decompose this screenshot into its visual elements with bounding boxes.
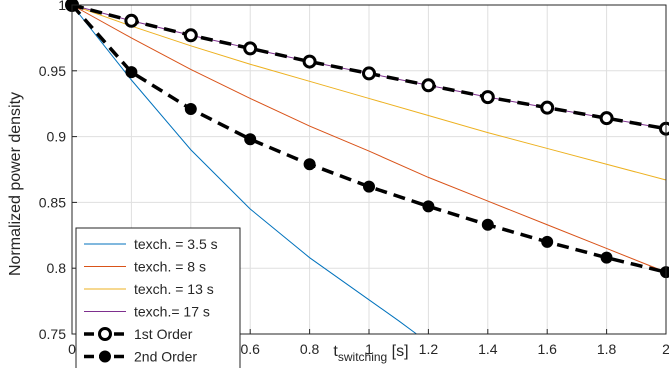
x-axis-label-unit: [s] <box>387 343 408 360</box>
legend-label-2: texch. = 13 s <box>134 281 214 297</box>
series-point-4 <box>540 100 555 115</box>
y-tick-label: 0.8 <box>47 260 67 276</box>
legend: texch. = 3.5 s texch. = 8 s texch. = 13 s t… <box>75 227 241 368</box>
series-point-5 <box>363 180 375 193</box>
legend-label-0: texch. = 3.5 s <box>134 236 218 252</box>
legend-box <box>75 227 241 368</box>
x-tick-label: 2 <box>662 341 669 357</box>
legend-label-4: 1st Order <box>134 326 193 342</box>
series-point-5 <box>481 218 494 231</box>
series-point-5 <box>244 133 257 146</box>
x-axis-label-main: t <box>333 343 338 360</box>
x-tick-label: 0.8 <box>300 341 320 357</box>
series-point-4 <box>183 28 198 43</box>
legend-marker-4 <box>98 327 112 341</box>
x-tick-label: 1.4 <box>478 341 498 357</box>
series-point-5 <box>660 266 669 279</box>
y-axis-label: Normalized power density <box>7 92 24 276</box>
x-axis-label-subscript: switching <box>338 350 387 364</box>
x-tick-label: 1.6 <box>537 341 557 357</box>
series-point-4 <box>362 66 376 81</box>
legend-label-5: 2nd Order <box>134 349 197 365</box>
series-point-4 <box>599 111 614 126</box>
y-tick-label: 0.95 <box>39 63 66 79</box>
series-line-0 <box>71 4 417 335</box>
x-tick-label: 1.2 <box>419 341 439 357</box>
series-line-1 <box>71 4 667 273</box>
x-tick-label: 0 <box>68 341 76 357</box>
y-tick-label: 0.9 <box>47 129 67 145</box>
y-tick-label: 1 <box>58 0 66 13</box>
x-tick-label: 0.6 <box>240 341 260 357</box>
series-point-5 <box>303 158 316 171</box>
series-line-2 <box>71 4 667 181</box>
x-tick-label: 1 <box>365 341 373 357</box>
series-point-4 <box>659 121 669 136</box>
series-point-4 <box>480 90 495 105</box>
legend-label-3: texch.= 17 s <box>134 304 210 320</box>
series-point-5 <box>600 251 613 264</box>
series-point-4 <box>302 54 317 69</box>
series-point-4 <box>124 13 139 28</box>
series-point-4 <box>243 41 258 56</box>
y-tick-label: 0.75 <box>39 326 66 342</box>
legend-label-1: texch. = 8 s <box>134 259 206 275</box>
series-line-5 <box>70 3 667 274</box>
series-point-5 <box>125 66 138 79</box>
legend-marker-5 <box>99 350 111 363</box>
x-axis-label: tswitching [s] <box>333 343 408 364</box>
y-tick-label: 0.85 <box>39 194 66 210</box>
series-point-5 <box>422 200 435 213</box>
series-layer <box>65 0 669 335</box>
series-point-4 <box>421 78 436 93</box>
x-tick-label: 1.8 <box>597 341 617 357</box>
series-point-5 <box>184 102 197 115</box>
series-point-5 <box>541 235 554 248</box>
